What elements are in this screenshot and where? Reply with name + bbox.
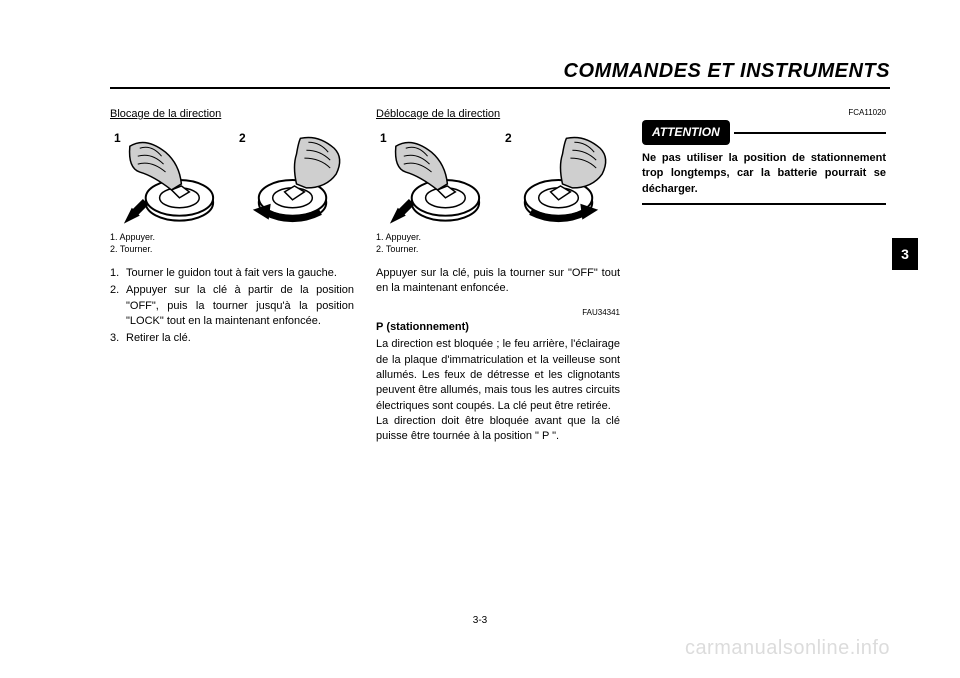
end-rule xyxy=(642,203,886,205)
parking-heading: P (stationnement) xyxy=(376,320,620,335)
column-1: Blocage de la direction 1 xyxy=(110,107,354,455)
parking-text-2: La direction doit être bloquée avant que… xyxy=(376,414,620,445)
ref-code: FCA11020 xyxy=(642,107,886,118)
parking-label: (stationnement) xyxy=(383,321,469,333)
column-3: FCA11020 ATTENTION Ne pas utiliser la po… xyxy=(642,107,886,455)
step-number: 3. xyxy=(110,331,126,346)
key-turn-icon xyxy=(235,128,354,228)
step-number: 2. xyxy=(110,283,126,329)
instruction-item: 1. Tourner le guidon tout à fait vers la… xyxy=(110,266,354,281)
key-turn-icon xyxy=(501,128,620,228)
col2-title: Déblocage de la direction xyxy=(376,107,620,122)
figure-press: 1 xyxy=(110,128,229,228)
parking-text: La direction est bloquée ; le feu arrièr… xyxy=(376,337,620,414)
instruction-item: 2. Appuyer sur la clé à partir de la pos… xyxy=(110,283,354,329)
figure-number: 2 xyxy=(239,130,246,147)
caption-line: 1. Appuyer. xyxy=(376,232,620,244)
col1-caption: 1. Appuyer. 2. Tourner. xyxy=(110,232,354,255)
figure-press: 1 xyxy=(376,128,495,228)
instruction-item: 3. Retirer la clé. xyxy=(110,331,354,346)
figure-number: 2 xyxy=(505,130,512,147)
step-number: 1. xyxy=(110,266,126,281)
key-press-icon xyxy=(376,128,495,228)
figure-turn: 2 xyxy=(235,128,354,228)
col1-instructions: 1. Tourner le guidon tout à fait vers la… xyxy=(110,266,354,347)
caption-line: 2. Tourner. xyxy=(110,244,354,256)
column-2: Déblocage de la direction 1 xyxy=(376,107,620,455)
figure-number: 1 xyxy=(380,130,387,147)
col2-para: Appuyer sur la clé, puis la tourner sur … xyxy=(376,266,620,297)
attention-label: ATTENTION xyxy=(642,120,730,145)
step-text: Tourner le guidon tout à fait vers la ga… xyxy=(126,266,354,281)
page-number: 3-3 xyxy=(0,615,960,626)
header: COMMANDES ET INSTRUMENTS xyxy=(110,60,890,89)
caption-line: 1. Appuyer. xyxy=(110,232,354,244)
figure-turn: 2 xyxy=(501,128,620,228)
step-text: Retirer la clé. xyxy=(126,331,354,346)
page-title: COMMANDES ET INSTRUMENTS xyxy=(110,60,890,83)
content-columns: Blocage de la direction 1 xyxy=(110,107,890,455)
col2-figures: 1 2 xyxy=(376,128,620,228)
chapter-tab: 3 xyxy=(892,238,918,270)
col1-title: Blocage de la direction xyxy=(110,107,354,122)
figure-number: 1 xyxy=(114,130,121,147)
attention-heading: ATTENTION xyxy=(642,120,886,145)
caption-line: 2. Tourner. xyxy=(376,244,620,256)
page: COMMANDES ET INSTRUMENTS Blocage de la d… xyxy=(0,0,960,678)
step-text: Appuyer sur la clé à partir de la positi… xyxy=(126,283,354,329)
col2-caption: 1. Appuyer. 2. Tourner. xyxy=(376,232,620,255)
key-press-icon xyxy=(110,128,229,228)
ref-code: FAU34341 xyxy=(376,307,620,318)
attention-rule xyxy=(734,132,886,134)
col1-figures: 1 xyxy=(110,128,354,228)
warning-text: Ne pas utiliser la position de stationne… xyxy=(642,151,886,197)
watermark: carmanualsonline.info xyxy=(685,637,890,660)
